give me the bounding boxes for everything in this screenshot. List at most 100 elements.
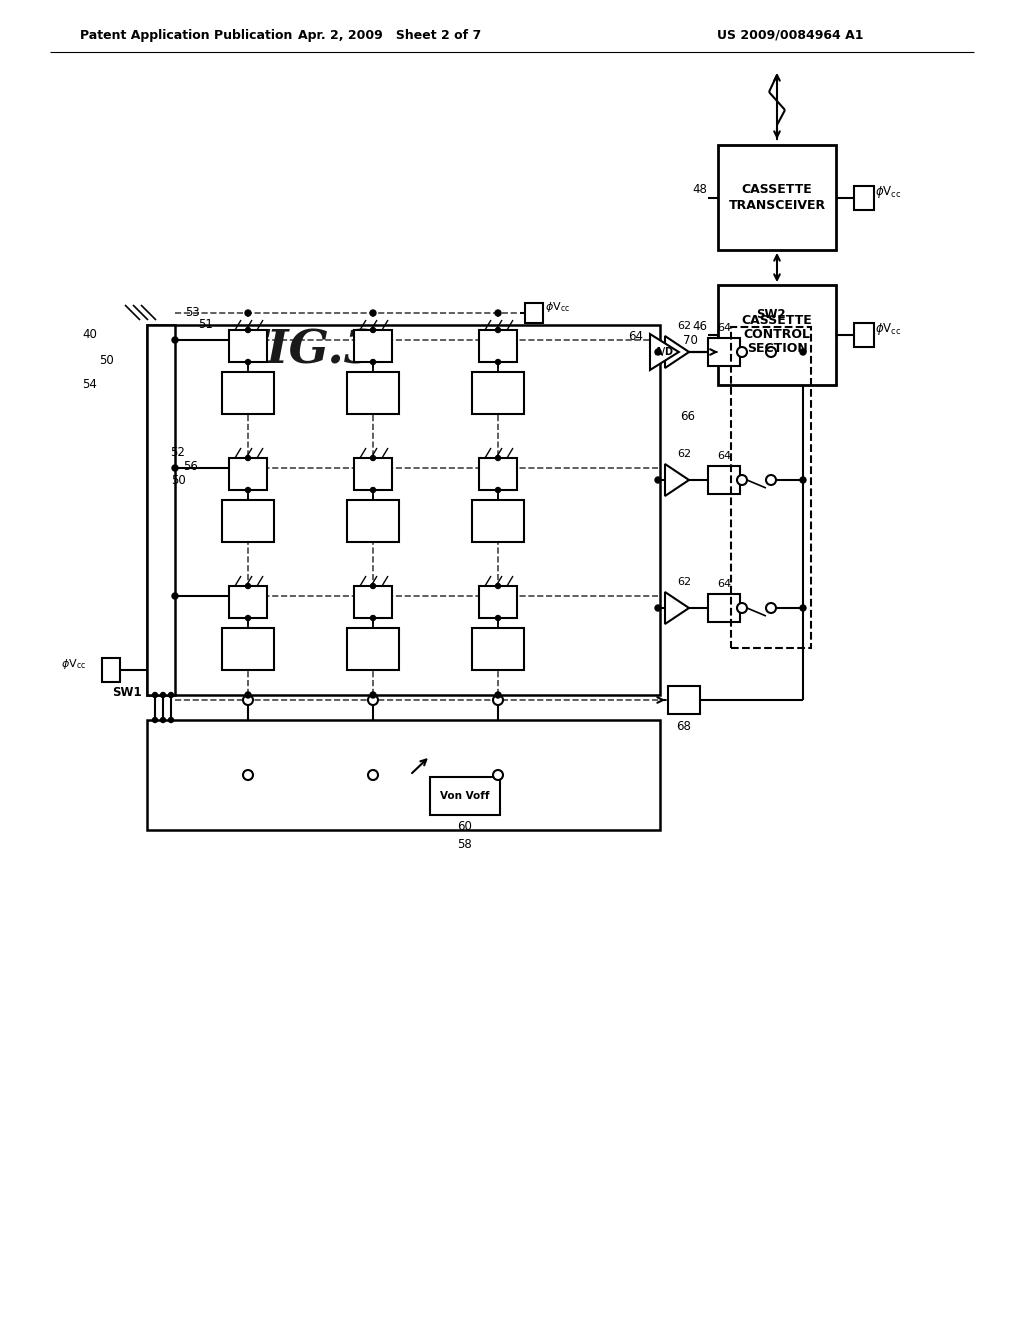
Text: 60: 60 [458, 821, 472, 833]
Bar [472, 372, 524, 414]
Circle shape [766, 475, 776, 484]
Bar [347, 628, 399, 671]
Text: 70: 70 [683, 334, 698, 346]
Bar [525, 304, 543, 323]
Circle shape [495, 310, 501, 315]
Circle shape [153, 693, 158, 697]
Circle shape [245, 310, 251, 315]
Bar [479, 586, 517, 618]
Circle shape [371, 615, 376, 620]
Circle shape [495, 692, 501, 698]
Bar [731, 327, 811, 648]
Circle shape [161, 718, 166, 722]
Text: SW2: SW2 [756, 309, 785, 322]
Text: 62: 62 [677, 449, 691, 459]
Polygon shape [650, 334, 679, 370]
Circle shape [800, 348, 806, 355]
Text: 62: 62 [677, 577, 691, 587]
Bar [708, 338, 740, 366]
Circle shape [370, 310, 376, 315]
Bar [222, 628, 274, 671]
Text: 50: 50 [171, 474, 185, 487]
Text: US 2009/0084964 A1: US 2009/0084964 A1 [717, 29, 863, 41]
Circle shape [371, 455, 376, 461]
Circle shape [493, 770, 503, 780]
Circle shape [243, 696, 253, 705]
Text: 64: 64 [717, 451, 731, 461]
Circle shape [172, 465, 178, 471]
Polygon shape [665, 591, 689, 624]
Bar [222, 500, 274, 543]
Text: CASSETTE: CASSETTE [741, 314, 812, 327]
Text: Patent Application Publication: Patent Application Publication [80, 29, 293, 41]
Circle shape [246, 487, 251, 492]
Bar [347, 500, 399, 543]
Text: SW1: SW1 [113, 685, 141, 698]
Circle shape [169, 718, 173, 722]
Circle shape [245, 692, 251, 698]
Text: $\phi$V$_{\rm cc}$: $\phi$V$_{\rm cc}$ [546, 300, 570, 314]
Circle shape [496, 455, 501, 461]
Text: 64: 64 [717, 323, 731, 333]
Circle shape [368, 770, 378, 780]
Circle shape [371, 359, 376, 364]
Text: CONTROL: CONTROL [743, 329, 811, 342]
Circle shape [246, 327, 251, 333]
Circle shape [368, 696, 378, 705]
Text: $\phi$V$_{\rm cc}$: $\phi$V$_{\rm cc}$ [874, 321, 901, 337]
Text: FIG.3: FIG.3 [233, 327, 377, 374]
Circle shape [169, 693, 173, 697]
Bar [472, 628, 524, 671]
Bar [854, 186, 874, 210]
Text: TRANSCEIVER: TRANSCEIVER [728, 199, 825, 213]
Circle shape [737, 347, 746, 356]
Circle shape [172, 337, 178, 343]
Text: 46: 46 [692, 321, 708, 334]
Text: 64: 64 [629, 330, 643, 342]
Circle shape [655, 477, 662, 483]
Text: 56: 56 [183, 461, 199, 474]
Bar [102, 657, 120, 682]
Text: 58: 58 [458, 838, 472, 851]
Circle shape [493, 696, 503, 705]
Circle shape [371, 327, 376, 333]
Circle shape [800, 605, 806, 611]
Bar [347, 372, 399, 414]
Text: 64: 64 [717, 579, 731, 589]
Polygon shape [665, 465, 689, 496]
Bar [229, 458, 267, 490]
Bar [479, 458, 517, 490]
Text: Apr. 2, 2009   Sheet 2 of 7: Apr. 2, 2009 Sheet 2 of 7 [298, 29, 481, 41]
Text: SECTION: SECTION [746, 342, 807, 355]
Bar [472, 500, 524, 543]
Circle shape [246, 583, 251, 589]
Circle shape [246, 455, 251, 461]
Text: $\phi$V$_{\rm cc}$: $\phi$V$_{\rm cc}$ [61, 657, 87, 671]
Bar [229, 330, 267, 362]
Text: 52: 52 [171, 446, 185, 459]
Bar [708, 594, 740, 622]
Text: 62: 62 [677, 321, 691, 331]
Bar [354, 458, 392, 490]
Bar [708, 466, 740, 494]
Circle shape [766, 603, 776, 612]
Circle shape [243, 770, 253, 780]
Text: 51: 51 [199, 318, 213, 331]
Circle shape [766, 347, 776, 356]
Text: 54: 54 [83, 379, 97, 392]
Circle shape [655, 348, 662, 355]
Text: 50: 50 [99, 354, 115, 367]
Circle shape [153, 718, 158, 722]
Circle shape [737, 603, 746, 612]
Bar [222, 372, 274, 414]
Text: 48: 48 [692, 183, 708, 195]
Text: Von Voff: Von Voff [440, 791, 489, 801]
Circle shape [172, 593, 178, 599]
Bar [354, 330, 392, 362]
Text: 40: 40 [83, 329, 97, 342]
Text: $\phi$V$_{\rm cc}$: $\phi$V$_{\rm cc}$ [874, 183, 901, 199]
Circle shape [496, 583, 501, 589]
Text: 66: 66 [681, 409, 695, 422]
Polygon shape [665, 337, 689, 368]
Bar [147, 325, 175, 696]
